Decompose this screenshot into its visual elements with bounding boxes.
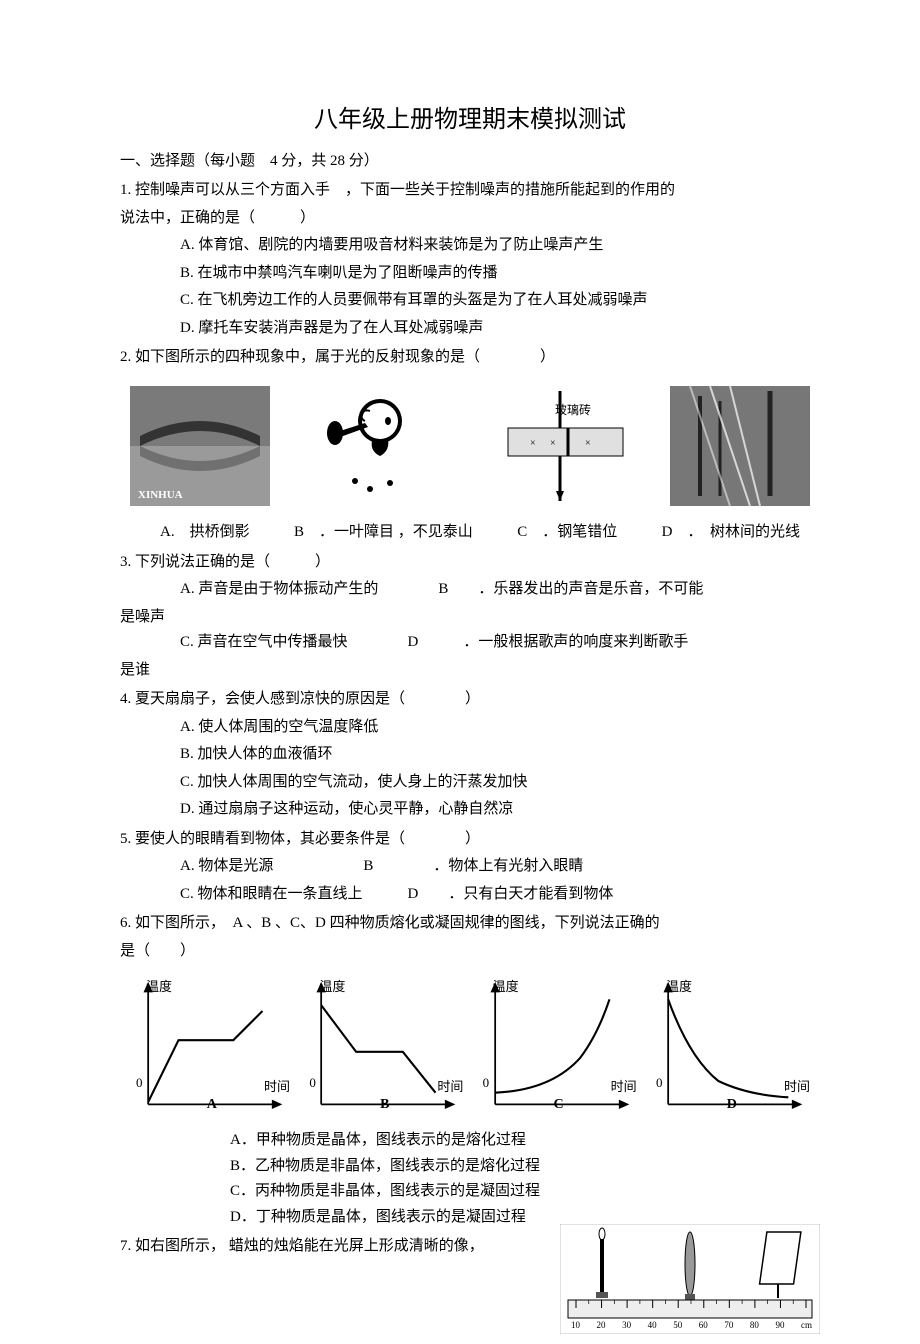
chart-c-ylabel: 温度 bbox=[493, 976, 519, 998]
question-4: 4. 夏天扇扇子，会使人感到凉快的原因是（ ） A. 使人体周围的空气温度降低 … bbox=[120, 687, 820, 823]
svg-text:×: × bbox=[585, 438, 591, 449]
question-1: 1. 控制噪声可以从三个方面入手 ，下面一些关于控制噪声的措施所能起到的作用的 … bbox=[120, 178, 820, 341]
q6-stem2: 是（ ） bbox=[120, 939, 820, 965]
chart-b-origin: 0 bbox=[309, 1072, 316, 1094]
q3-line-a2: 是噪声 bbox=[120, 605, 820, 631]
q1-option-a: A. 体育馆、剧院的内墙要用吸音材料来装饰是为了防止噪声产生 bbox=[120, 233, 820, 259]
svg-text:×: × bbox=[550, 438, 556, 449]
q2-stem: 2. 如下图所示的四种现象中，属于光的反射现象的是（ ） bbox=[120, 345, 820, 371]
chart-d-ylabel: 温度 bbox=[666, 976, 692, 998]
q6-chart-row: 温度 0 时间 A 温度 0 时间 B bbox=[120, 976, 820, 1116]
q1-option-d: D. 摩托车安装消声器是为了在人耳处减弱噪声 bbox=[120, 316, 820, 342]
q3-line-c2: 是谁 bbox=[120, 658, 820, 684]
q2-cap-c: C ．钢笔错位 bbox=[517, 520, 617, 546]
q4-option-b: B. 加快人体的血液循环 bbox=[120, 742, 820, 768]
q4-option-c: C. 加快人体周围的空气流动，使人身上的汗蒸发加快 bbox=[120, 770, 820, 796]
question-3: 3. 下列说法正确的是（ ） A. 声音是由于物体振动产生的 B ．乐器发出的声… bbox=[120, 550, 820, 684]
q3-line-c: C. 声音在空气中传播最快 D ．一般根据歌声的响度来判断歌手 bbox=[120, 630, 820, 656]
chart-c-xlabel: 时间 bbox=[611, 1076, 637, 1098]
q2-captions: A. 拱桥倒影 B ．一叶障目 ，不见泰山 C ．钢笔错位 D ． 树林间的光线 bbox=[120, 520, 820, 546]
q4-option-d: D. 通过扇扇子这种运动，使心灵平静，心静自然凉 bbox=[120, 797, 820, 823]
svg-text:30: 30 bbox=[622, 1320, 632, 1330]
svg-text:70: 70 bbox=[724, 1320, 734, 1330]
q2-cap-b: B ．一叶障目 ，不见泰山 bbox=[294, 520, 473, 546]
chart-a-origin: 0 bbox=[136, 1072, 143, 1094]
q2-image-a: XINHUA bbox=[130, 386, 270, 506]
question-6: 6. 如下图所示， A 、B 、C、D 四种物质熔化或凝固规律的图线，下列说法正… bbox=[120, 911, 820, 1230]
q4-stem: 4. 夏天扇扇子，会使人感到凉快的原因是（ ） bbox=[120, 687, 820, 713]
q1-option-b: B. 在城市中禁鸣汽车喇叭是为了阻断噪声的传播 bbox=[120, 261, 820, 287]
svg-text:50: 50 bbox=[673, 1320, 683, 1330]
chart-d-letter: D bbox=[727, 1093, 737, 1117]
question-2: 2. 如下图所示的四种现象中，属于光的反射现象的是（ ） XINHUA bbox=[120, 345, 820, 546]
svg-text:XINHUA: XINHUA bbox=[138, 489, 183, 501]
q6-stem1: 6. 如下图所示， A 、B 、C、D 四种物质熔化或凝固规律的图线，下列说法正… bbox=[120, 911, 820, 937]
q4-option-a: A. 使人体周围的空气温度降低 bbox=[120, 715, 820, 741]
q6-option-b: B．乙种物质是非晶体，图线表示的是熔化过程 bbox=[120, 1154, 820, 1180]
chart-c-origin: 0 bbox=[483, 1072, 490, 1094]
svg-text:20: 20 bbox=[597, 1320, 607, 1330]
q3-stem: 3. 下列说法正确的是（ ） bbox=[120, 550, 820, 576]
section-header: 一、选择题（每小题 4 分，共 28 分） bbox=[120, 149, 820, 175]
page-title: 八年级上册物理期末模拟测试 bbox=[120, 100, 820, 141]
chart-a-xlabel: 时间 bbox=[264, 1076, 290, 1098]
q6-chart-b: 温度 0 时间 B bbox=[303, 976, 463, 1116]
chart-c-letter: C bbox=[553, 1093, 563, 1117]
question-7: 102030405060708090cm 7. 如右图所示， 蜡烛的烛焰能在光屏… bbox=[120, 1234, 820, 1260]
q5-line-c: C. 物体和眼睛在一条直线上 D ．只有白天才能看到物体 bbox=[120, 882, 820, 908]
q2-image-b bbox=[310, 381, 450, 511]
svg-text:10: 10 bbox=[571, 1320, 581, 1330]
question-5: 5. 要使人的眼睛看到物体，其必要条件是（ ） A. 物体是光源 B ．物体上有… bbox=[120, 827, 820, 908]
svg-text:90: 90 bbox=[775, 1320, 785, 1330]
q6-chart-c: 温度 0 时间 C bbox=[477, 976, 637, 1116]
q6-option-a: A．甲种物质是晶体，图线表示的是熔化过程 bbox=[120, 1128, 820, 1154]
svg-text:40: 40 bbox=[648, 1320, 658, 1330]
chart-a-letter: A bbox=[207, 1093, 217, 1117]
q1-option-c: C. 在飞机旁边工作的人员要佩带有耳罩的头盔是为了在人耳处减弱噪声 bbox=[120, 288, 820, 314]
chart-a-ylabel: 温度 bbox=[146, 976, 172, 998]
q2-cap-a: A. 拱桥倒影 bbox=[130, 520, 250, 546]
q6-chart-d: 温度 0 时间 D bbox=[650, 976, 810, 1116]
chart-b-ylabel: 温度 bbox=[319, 976, 345, 998]
chart-d-origin: 0 bbox=[656, 1072, 663, 1094]
q2-image-c: 玻璃砖 × × × bbox=[490, 386, 630, 506]
q5-stem: 5. 要使人的眼睛看到物体，其必要条件是（ ） bbox=[120, 827, 820, 853]
q7-diagram: 10 20 30 40 50 60 70 80 90 cm bbox=[560, 1224, 820, 1344]
chart-b-letter: B bbox=[380, 1093, 389, 1117]
svg-text:80: 80 bbox=[750, 1320, 760, 1330]
q6-option-c: C．丙种物质是非晶体，图线表示的是凝固过程 bbox=[120, 1179, 820, 1205]
svg-text:60: 60 bbox=[699, 1320, 709, 1330]
chart-b-xlabel: 时间 bbox=[437, 1076, 463, 1098]
q5-line-a: A. 物体是光源 B ．物体上有光射入眼睛 bbox=[120, 854, 820, 880]
q2-cap-d: D ． 树林间的光线 bbox=[662, 520, 810, 546]
q1-stem1: 1. 控制噪声可以从三个方面入手 ，下面一些关于控制噪声的措施所能起到的作用的 bbox=[120, 178, 820, 204]
q3-line-a: A. 声音是由于物体振动产生的 B ．乐器发出的声音是乐音，不可能 bbox=[120, 577, 820, 603]
svg-text:×: × bbox=[530, 438, 536, 449]
q2-image-row: XINHUA 玻璃砖 bbox=[120, 381, 820, 511]
q2-image-d bbox=[670, 386, 810, 506]
chart-d-xlabel: 时间 bbox=[784, 1076, 810, 1098]
q1-stem2: 说法中，正确的是（ ） bbox=[120, 206, 820, 232]
svg-text:cm: cm bbox=[801, 1320, 812, 1330]
q6-chart-a: 温度 0 时间 A bbox=[130, 976, 290, 1116]
